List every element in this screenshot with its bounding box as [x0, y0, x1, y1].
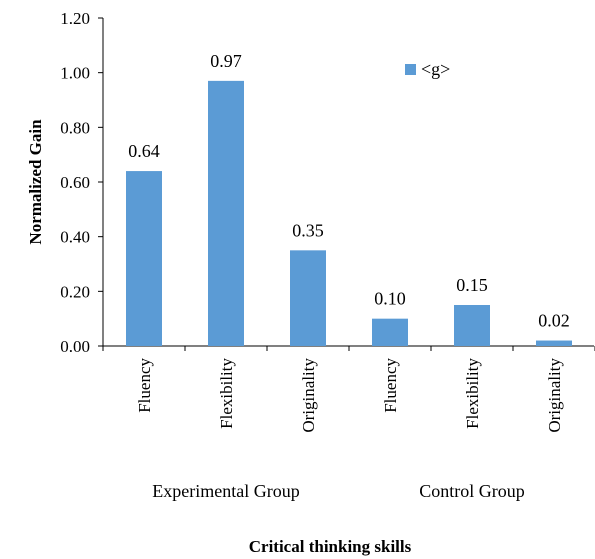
y-tick-label: 0.40 [60, 228, 90, 247]
y-ticks: 0.00 0.20 0.40 0.60 0.80 1.00 1.20 [60, 9, 595, 356]
legend-swatch [405, 64, 416, 75]
data-label: 0.97 [210, 51, 242, 71]
category-label: Flexibility [463, 358, 482, 429]
legend-text: <g> [421, 59, 450, 79]
category-label: Originality [545, 358, 564, 433]
group-label: Control Group [419, 481, 525, 501]
category-label: Fluency [135, 358, 154, 413]
group-label: Experimental Group [152, 481, 299, 501]
y-tick-label: 0.80 [60, 118, 90, 137]
labels: 0.64 Fluency 0.97 Flexibility 0.35 Originalit… [128, 51, 570, 501]
data-label: 0.64 [128, 141, 160, 161]
y-tick-label: 0.20 [60, 282, 90, 301]
y-tick-label: 0.00 [60, 337, 90, 356]
data-label: 0.15 [456, 275, 488, 295]
bar [536, 340, 572, 346]
bars [126, 80, 572, 346]
category-label: Fluency [381, 358, 400, 413]
category-label: Originality [299, 358, 318, 433]
bar [290, 250, 326, 346]
data-label: 0.35 [292, 220, 324, 240]
y-tick-label: 1.20 [60, 9, 90, 28]
x-axis-title: Critical thinking skills [249, 537, 412, 556]
bar [454, 305, 490, 346]
y-tick-label: 0.60 [60, 173, 90, 192]
axes [102, 18, 594, 347]
bar [208, 80, 244, 346]
data-label: 0.02 [538, 311, 570, 331]
bar [372, 318, 408, 346]
legend: <g> [405, 59, 450, 79]
bar [126, 171, 162, 346]
y-tick-label: 1.00 [60, 64, 90, 83]
y-axis-title: Normalized Gain [26, 119, 45, 245]
category-label: Flexibility [217, 358, 236, 429]
data-label: 0.10 [374, 289, 406, 309]
